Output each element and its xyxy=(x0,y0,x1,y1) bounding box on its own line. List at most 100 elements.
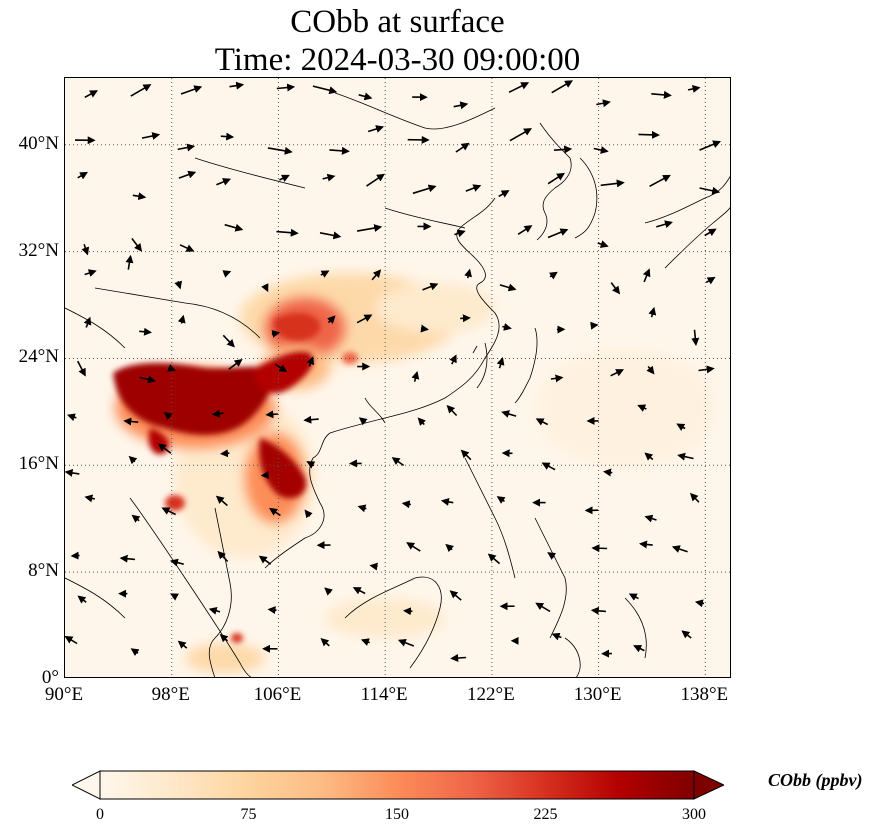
wind-arrow xyxy=(276,228,299,237)
x-tick-label: 106°E xyxy=(253,684,302,705)
colorbar-tick-label: 75 xyxy=(240,806,257,823)
wind-arrow xyxy=(261,283,269,293)
wind-arrow xyxy=(180,85,203,95)
wind-arrow xyxy=(303,415,319,424)
wind-arrow xyxy=(174,280,183,290)
wind-arrow xyxy=(304,509,313,519)
wind-arrow xyxy=(691,329,700,346)
wind-arrow xyxy=(177,314,186,324)
wind-arrow xyxy=(699,140,721,151)
wind-arrow xyxy=(508,82,530,94)
wind-arrow xyxy=(420,324,429,333)
wind-arrow xyxy=(541,462,556,471)
wind-arrow xyxy=(66,413,77,422)
wind-arrow xyxy=(357,504,367,513)
wind-arrow xyxy=(76,360,86,377)
wind-arrow xyxy=(219,633,229,643)
wind-arrow xyxy=(157,443,172,454)
wind-arrow xyxy=(77,171,88,180)
wind-arrow xyxy=(646,365,655,375)
wind-arrow xyxy=(445,543,454,553)
wind-arrow xyxy=(551,80,573,94)
wind-arrow xyxy=(704,228,717,237)
y-tick-label: 8°N xyxy=(28,560,59,582)
wind-arrow xyxy=(642,268,651,283)
colorbar-extend-max xyxy=(693,770,726,800)
wind-arrow xyxy=(269,507,281,517)
wind-arrow xyxy=(681,630,692,639)
wind-arrow xyxy=(449,354,457,365)
wind-arrow xyxy=(220,449,230,458)
wind-arrow xyxy=(603,468,613,477)
wind-arrow xyxy=(687,85,701,93)
x-tick-label: 138°E xyxy=(680,684,729,705)
wind-arrow xyxy=(597,240,609,248)
wind-arrow xyxy=(403,607,413,616)
wind-arrow xyxy=(163,411,173,420)
wind-arrow xyxy=(698,365,715,374)
wind-arrow xyxy=(369,562,378,571)
wind-arrow xyxy=(358,92,373,101)
wind-arrow xyxy=(306,356,315,367)
wind-arrow xyxy=(276,83,296,92)
wind-arrow xyxy=(550,374,564,383)
colorbar-tick-label: 300 xyxy=(682,806,706,823)
wind-arrow xyxy=(371,269,382,281)
wind-arrow xyxy=(610,282,621,295)
wind-arrow xyxy=(224,223,244,232)
wind-arrow xyxy=(610,369,625,377)
wind-arrow xyxy=(367,125,385,133)
wind-arrow xyxy=(161,507,176,516)
wind-arrow xyxy=(637,404,647,412)
wind-arrow xyxy=(215,495,228,507)
wind-arrow xyxy=(502,322,512,331)
wind-arrow xyxy=(397,638,415,647)
wind-arrow xyxy=(406,542,421,552)
gridlines xyxy=(65,78,730,677)
wind-arrow xyxy=(329,146,350,155)
cobb-concentration-field xyxy=(113,273,715,673)
wind-arrow xyxy=(535,602,551,613)
wind-arrow xyxy=(65,468,80,477)
wind-arrow xyxy=(677,452,694,461)
wind-arrow xyxy=(77,595,87,604)
wind-arrow xyxy=(177,640,188,649)
y-tick-label: 32°N xyxy=(18,239,59,261)
wind-arrow xyxy=(81,244,90,256)
wind-arrow xyxy=(638,130,660,139)
wind-arrow xyxy=(591,544,608,553)
wind-arrow xyxy=(130,648,140,656)
colorbar xyxy=(70,770,726,800)
wind-arrow xyxy=(274,363,288,373)
wind-arrow xyxy=(499,283,517,292)
wind-arrow xyxy=(547,228,569,239)
wind-arrow xyxy=(644,514,657,523)
colorbar-extend-min xyxy=(70,770,101,800)
wind-arrow xyxy=(260,470,270,479)
wind-arrow xyxy=(322,173,336,182)
wind-arrow xyxy=(84,90,99,99)
wind-arrow xyxy=(319,231,342,240)
wind-arrow xyxy=(84,494,96,503)
wind-arrow xyxy=(705,276,716,285)
wind-arrow xyxy=(139,375,156,384)
wind-arrow xyxy=(123,417,139,426)
wind-arrow xyxy=(217,550,229,563)
wind-arrow xyxy=(496,356,505,369)
wind-arrow xyxy=(417,417,426,426)
wind-arrow xyxy=(131,238,143,252)
wind-arrow xyxy=(596,99,611,108)
wind-arrow xyxy=(676,423,686,431)
wind-arrow xyxy=(454,229,466,238)
wind-arrow xyxy=(496,496,506,504)
wind-arrow xyxy=(141,132,161,140)
wind-arrow xyxy=(279,174,290,183)
wind-arrow xyxy=(320,270,330,278)
wind-arrow xyxy=(211,409,224,418)
wind-arrow xyxy=(356,224,383,232)
plot-title-line1: CObb at surface xyxy=(290,4,505,40)
wind-arrow xyxy=(465,184,482,192)
wind-arrow xyxy=(167,364,177,372)
y-tick-label: 24°N xyxy=(18,346,59,368)
y-tick-label: 40°N xyxy=(18,132,59,154)
